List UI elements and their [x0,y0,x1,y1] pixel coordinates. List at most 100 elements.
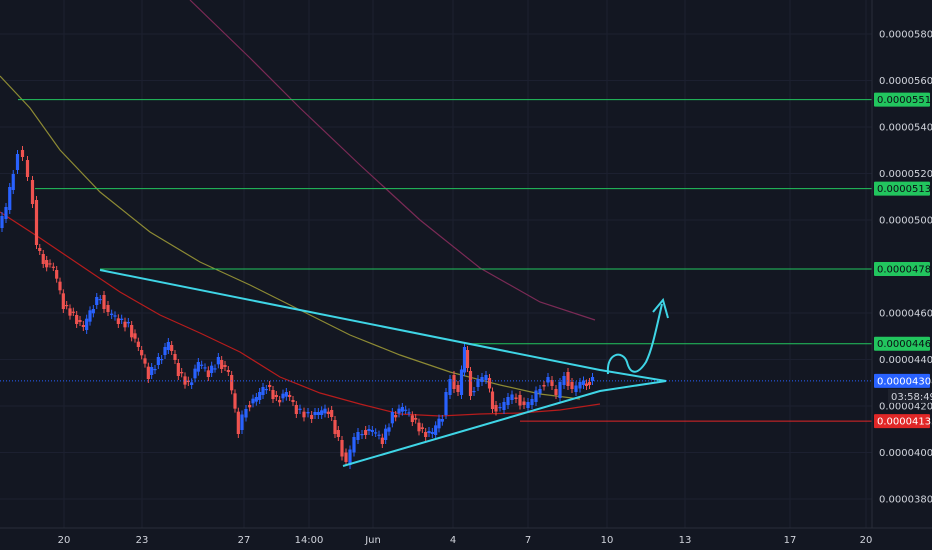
candle-body [581,380,586,385]
candle-body [452,375,456,389]
horizontal-levels [0,99,872,422]
candle-body [55,270,59,279]
candle-body [254,397,258,402]
candle-body [38,248,42,251]
candle-body [200,364,204,366]
candle-body [468,371,473,396]
candle-body [476,379,480,387]
price-tag-label: 0.00004308 [877,376,932,387]
candle-body [173,354,177,360]
candle-body [11,174,15,190]
time-tick-label: Jun [364,535,381,546]
candle-body [298,408,302,410]
candle-body [143,358,147,364]
candle-body [81,325,85,327]
candle-body [414,418,418,420]
candle-body [136,341,140,347]
candle-body [176,363,180,376]
candle-body [367,429,371,431]
candle-body [206,370,210,377]
grid [0,0,872,528]
candle-body [85,318,89,330]
candle-body [4,207,8,219]
candle-body [360,434,364,436]
candle-body [166,342,170,350]
candle-body [34,200,39,245]
candle-body [364,430,368,435]
countdown-box [888,388,930,403]
candle-body [570,382,574,389]
candle-body [526,402,530,408]
candle-body [407,412,411,414]
price-tag-label: 0.00004789 [877,265,932,276]
candle-body [213,368,217,370]
candle-body [126,322,130,324]
candle-body [487,378,492,389]
candle-body [554,389,558,395]
candle-body [484,375,488,380]
candle-body [113,315,117,317]
candle-body [590,377,595,381]
time-tick-label: 20 [58,535,71,546]
candle-body [336,430,340,437]
price-tag-box [874,336,930,351]
candle-body [404,409,408,411]
candle-body [434,425,438,435]
candle-body [51,266,55,268]
time-axis[interactable]: 20 23 27 14:00 Jun 4 7 10 13 17 20 [58,535,873,546]
time-tick-label: 14:00 [295,535,324,546]
candle-body [288,395,292,397]
moving-averages [0,0,601,417]
candle-body [223,365,227,367]
candle-body [133,333,137,339]
candle-body [313,412,317,415]
candle-body [163,347,167,355]
candle-body [472,391,476,393]
forecast-arrow-path [606,303,663,375]
candle-body [220,360,224,369]
candle-body [274,395,278,397]
candle-body [130,325,134,338]
candle-body [502,402,506,410]
candle-body [459,369,464,395]
time-tick-label: 23 [136,535,149,546]
candle-body [578,382,582,389]
candle-body [440,419,444,422]
candle-body [566,372,570,386]
candle-body [542,385,546,387]
candle-body [150,367,154,375]
candle-body [302,411,306,418]
candle-body [356,432,360,440]
candle-body [183,376,187,385]
candle-body [444,392,448,415]
price-tag-label: 0.00004468 [877,339,932,350]
candle-body [278,400,282,403]
candle-body [352,437,356,453]
candle-body [110,313,114,315]
candle-body [240,414,244,430]
candle-body [58,281,62,291]
candle-body [61,293,65,309]
candle-body [233,393,237,409]
candle-body [30,180,35,204]
candle-body [480,377,484,382]
candle-body [370,430,374,432]
candle-body [384,428,388,440]
candle-body [340,440,344,457]
candle-body [41,254,45,264]
candles [0,146,595,469]
candle-body [490,391,495,409]
candle-body [160,359,164,361]
candle-body [230,375,234,391]
candle-body [506,397,510,405]
candle-body [530,399,534,405]
candle-body [226,370,230,372]
candle-body [251,398,255,404]
candle-body [15,154,20,170]
